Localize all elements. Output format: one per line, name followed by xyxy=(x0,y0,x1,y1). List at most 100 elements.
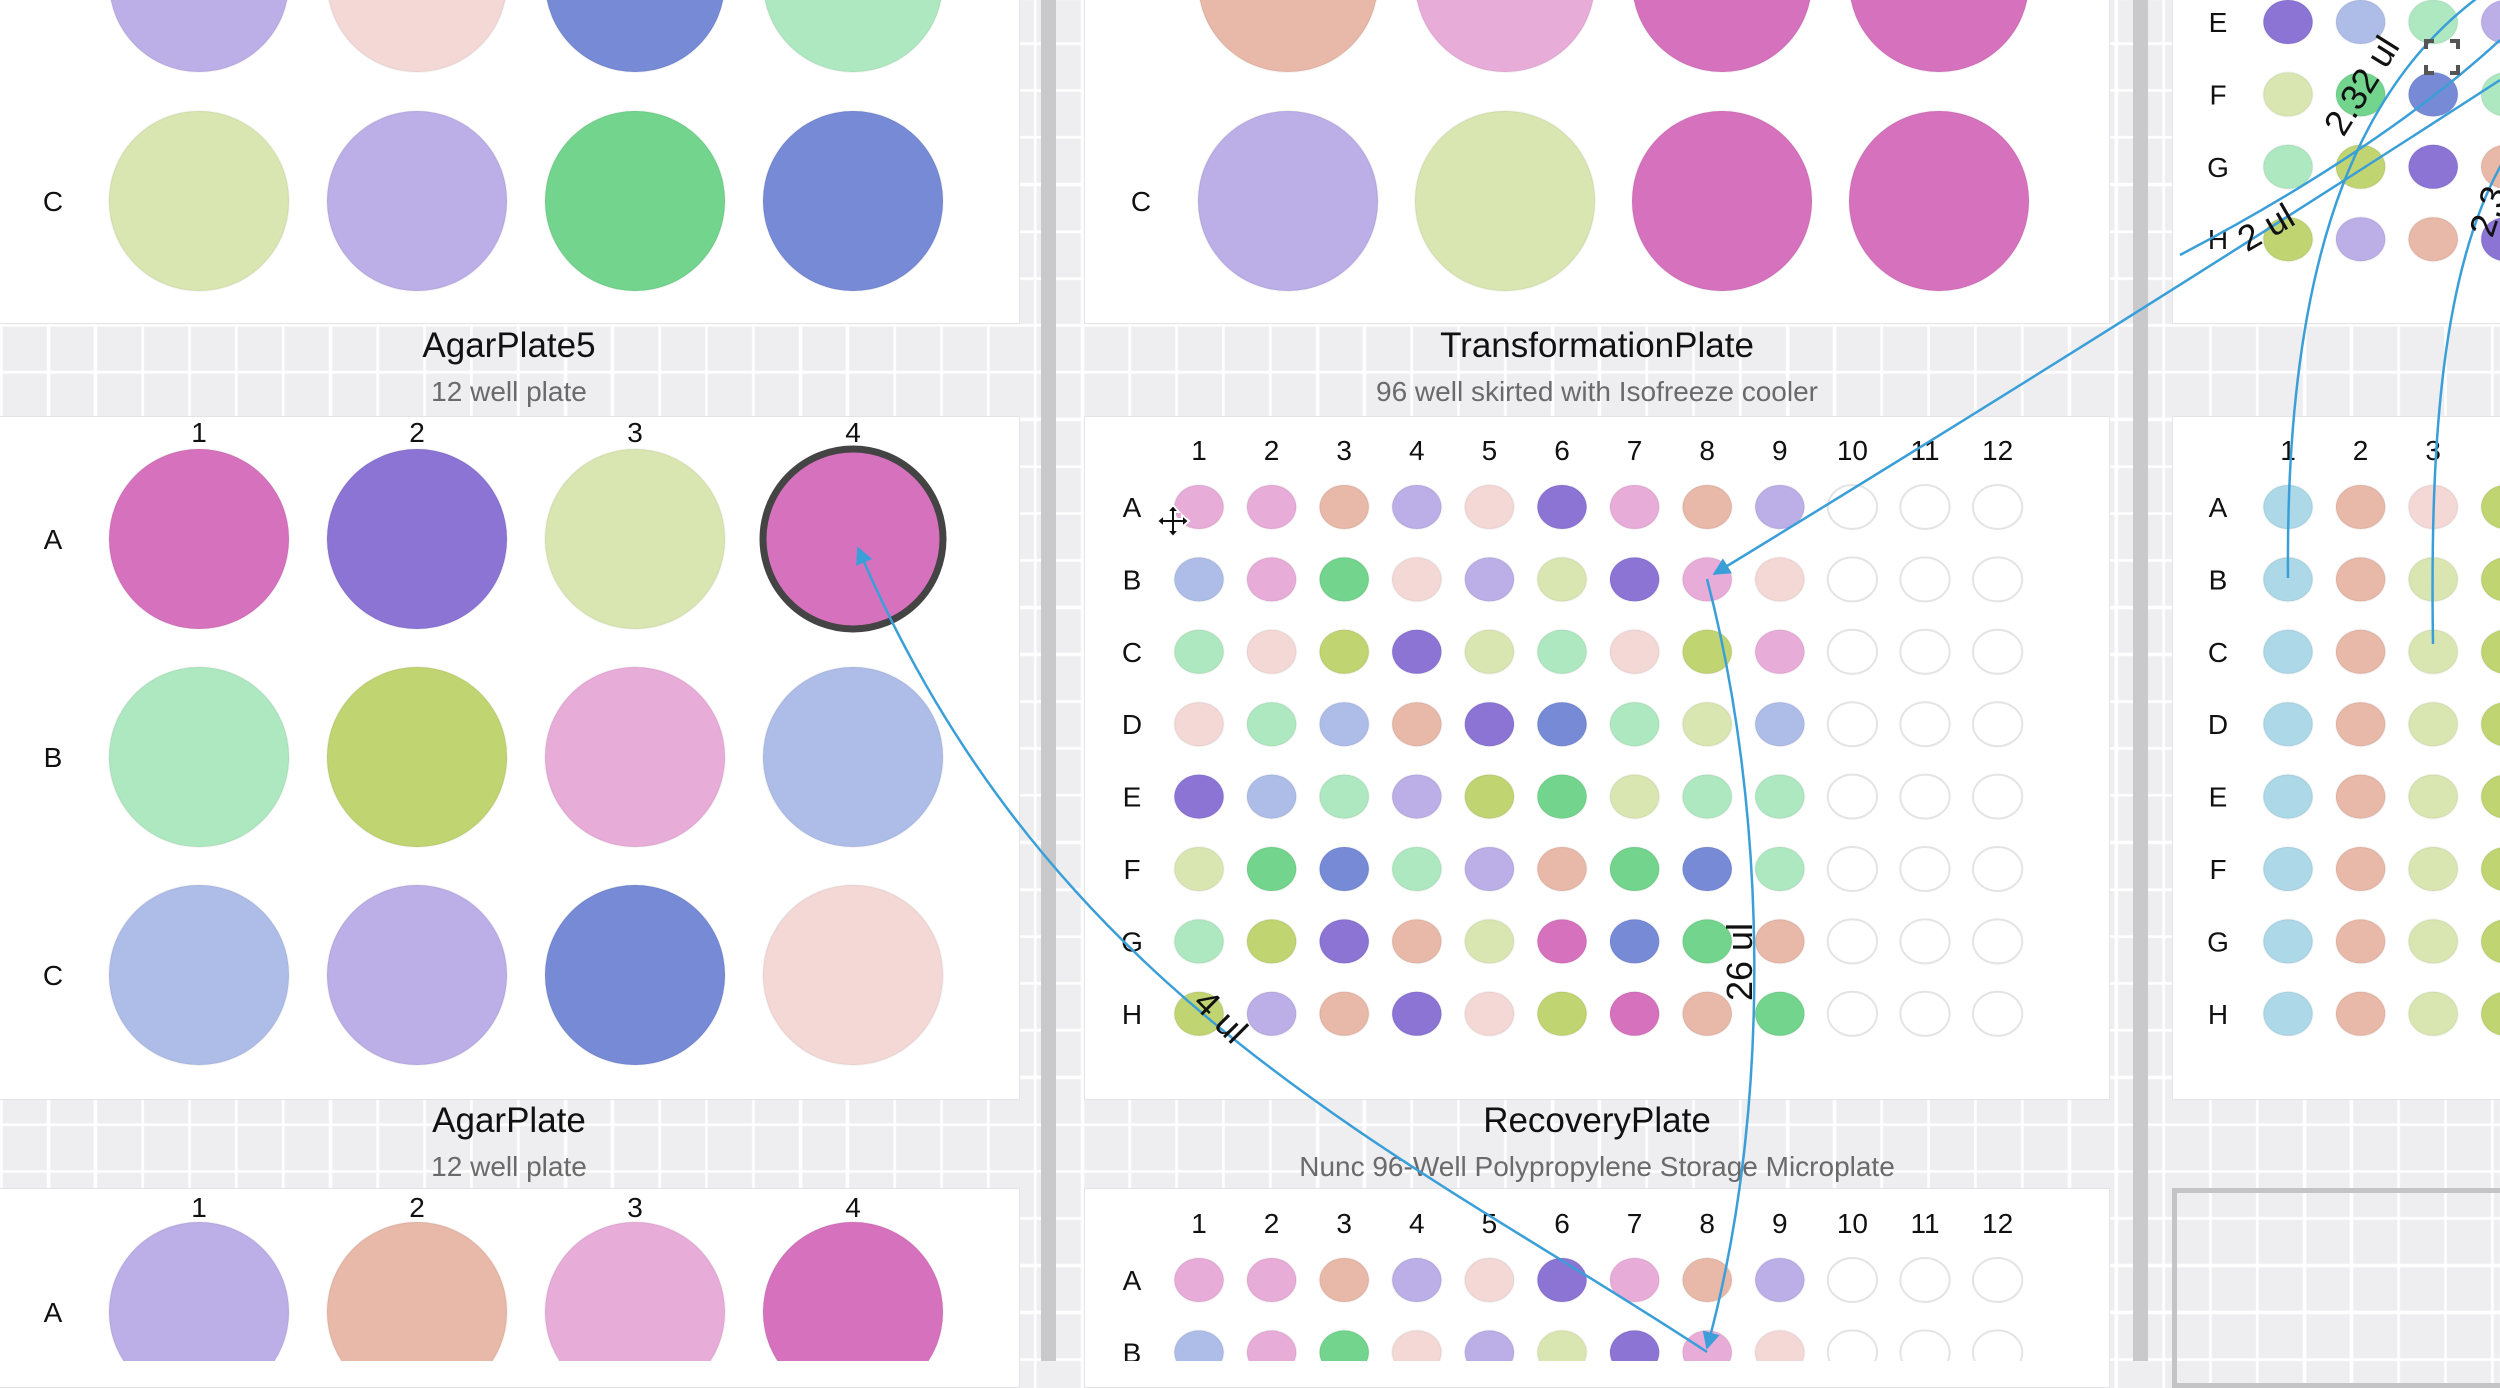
column-divider[interactable] xyxy=(2133,0,2148,1361)
well[interactable] xyxy=(1608,1329,1661,1361)
well-empty[interactable] xyxy=(1899,1257,1951,1303)
well[interactable] xyxy=(327,0,507,73)
well[interactable] xyxy=(1463,484,1516,530)
well[interactable] xyxy=(109,0,289,73)
well[interactable] xyxy=(1681,628,1733,675)
well[interactable] xyxy=(108,884,290,1066)
well[interactable] xyxy=(762,666,944,848)
well[interactable] xyxy=(1245,1257,1298,1303)
well[interactable] xyxy=(1318,628,1370,675)
well[interactable] xyxy=(1245,701,1298,748)
well[interactable] xyxy=(1536,556,1588,603)
well[interactable] xyxy=(1245,556,1298,603)
well[interactable] xyxy=(1608,628,1661,675)
well[interactable] xyxy=(2480,701,2500,747)
well-empty[interactable] xyxy=(1826,701,1879,748)
transfer-arrow[interactable] xyxy=(2179,39,2500,257)
well[interactable] xyxy=(2480,918,2500,964)
well[interactable] xyxy=(326,884,508,1066)
well[interactable] xyxy=(1536,773,1588,820)
well[interactable] xyxy=(1754,556,1806,603)
well[interactable] xyxy=(2407,918,2459,965)
well-empty[interactable] xyxy=(1826,918,1879,965)
well-empty[interactable] xyxy=(1971,846,2024,892)
well[interactable] xyxy=(2407,773,2459,820)
well[interactable] xyxy=(1681,701,1733,748)
well[interactable] xyxy=(108,448,290,630)
well[interactable] xyxy=(2480,71,2500,117)
well[interactable] xyxy=(1463,846,1516,892)
well[interactable] xyxy=(108,110,290,292)
well[interactable] xyxy=(2334,990,2387,1037)
well-empty[interactable] xyxy=(1826,484,1879,530)
well[interactable] xyxy=(1318,1329,1370,1361)
well[interactable] xyxy=(2334,484,2387,530)
well[interactable] xyxy=(2262,918,2314,965)
well[interactable] xyxy=(2262,71,2314,118)
well[interactable] xyxy=(1173,846,1225,892)
well[interactable] xyxy=(1391,701,1443,748)
well[interactable] xyxy=(1608,990,1661,1037)
well[interactable] xyxy=(2480,556,2500,602)
well[interactable] xyxy=(2334,918,2387,965)
well[interactable] xyxy=(2480,0,2500,45)
well-empty[interactable] xyxy=(1971,556,2024,603)
well[interactable] xyxy=(1754,701,1806,748)
well-empty[interactable] xyxy=(1971,628,2024,675)
well[interactable] xyxy=(1754,773,1806,820)
well[interactable] xyxy=(2407,0,2459,45)
well-empty[interactable] xyxy=(1899,1329,1951,1361)
well[interactable] xyxy=(1463,990,1516,1037)
well[interactable] xyxy=(762,1221,944,1361)
well[interactable] xyxy=(326,1221,508,1361)
well[interactable] xyxy=(1415,0,1595,73)
well[interactable] xyxy=(1173,556,1225,603)
well[interactable] xyxy=(2334,216,2387,263)
well[interactable] xyxy=(2334,0,2387,45)
well[interactable] xyxy=(1245,846,1298,892)
well[interactable] xyxy=(1414,110,1596,292)
well[interactable] xyxy=(1754,628,1806,675)
well[interactable] xyxy=(2262,143,2314,190)
well-empty[interactable] xyxy=(1826,990,1879,1037)
well[interactable] xyxy=(1463,701,1516,748)
well[interactable] xyxy=(1608,484,1661,530)
well[interactable] xyxy=(545,0,725,73)
well[interactable] xyxy=(1536,701,1588,748)
well[interactable] xyxy=(1848,110,2030,292)
well[interactable] xyxy=(1318,990,1370,1037)
well-empty[interactable] xyxy=(1971,1329,2024,1361)
well[interactable] xyxy=(2480,991,2500,1037)
transfer-arrow[interactable] xyxy=(856,546,1708,1354)
well[interactable] xyxy=(326,448,508,630)
well[interactable] xyxy=(1536,918,1588,965)
well[interactable] xyxy=(544,448,726,630)
well[interactable] xyxy=(1173,628,1225,675)
well[interactable] xyxy=(2334,71,2387,118)
well[interactable] xyxy=(762,884,944,1066)
well[interactable] xyxy=(1173,701,1225,748)
well-empty[interactable] xyxy=(1971,990,2024,1037)
well[interactable] xyxy=(1536,1329,1588,1361)
well-empty[interactable] xyxy=(1971,701,2024,748)
well[interactable] xyxy=(1173,1329,1225,1361)
well[interactable] xyxy=(1536,990,1588,1037)
well[interactable] xyxy=(1754,846,1806,892)
well-empty[interactable] xyxy=(1899,701,1951,748)
well[interactable] xyxy=(2480,846,2500,892)
well[interactable] xyxy=(326,110,508,292)
well[interactable] xyxy=(2262,773,2314,820)
well-empty[interactable] xyxy=(1971,484,2024,530)
well[interactable] xyxy=(2262,628,2314,675)
well[interactable] xyxy=(1754,990,1806,1037)
well[interactable] xyxy=(1173,918,1225,965)
well-empty[interactable] xyxy=(1826,1257,1879,1303)
well[interactable] xyxy=(1681,990,1733,1037)
well[interactable] xyxy=(1173,773,1225,820)
well[interactable] xyxy=(1198,0,1378,73)
well[interactable] xyxy=(1754,1257,1806,1303)
well[interactable] xyxy=(2262,0,2314,45)
well-empty[interactable] xyxy=(1899,846,1951,892)
well[interactable] xyxy=(1391,990,1443,1037)
well[interactable] xyxy=(544,884,726,1066)
